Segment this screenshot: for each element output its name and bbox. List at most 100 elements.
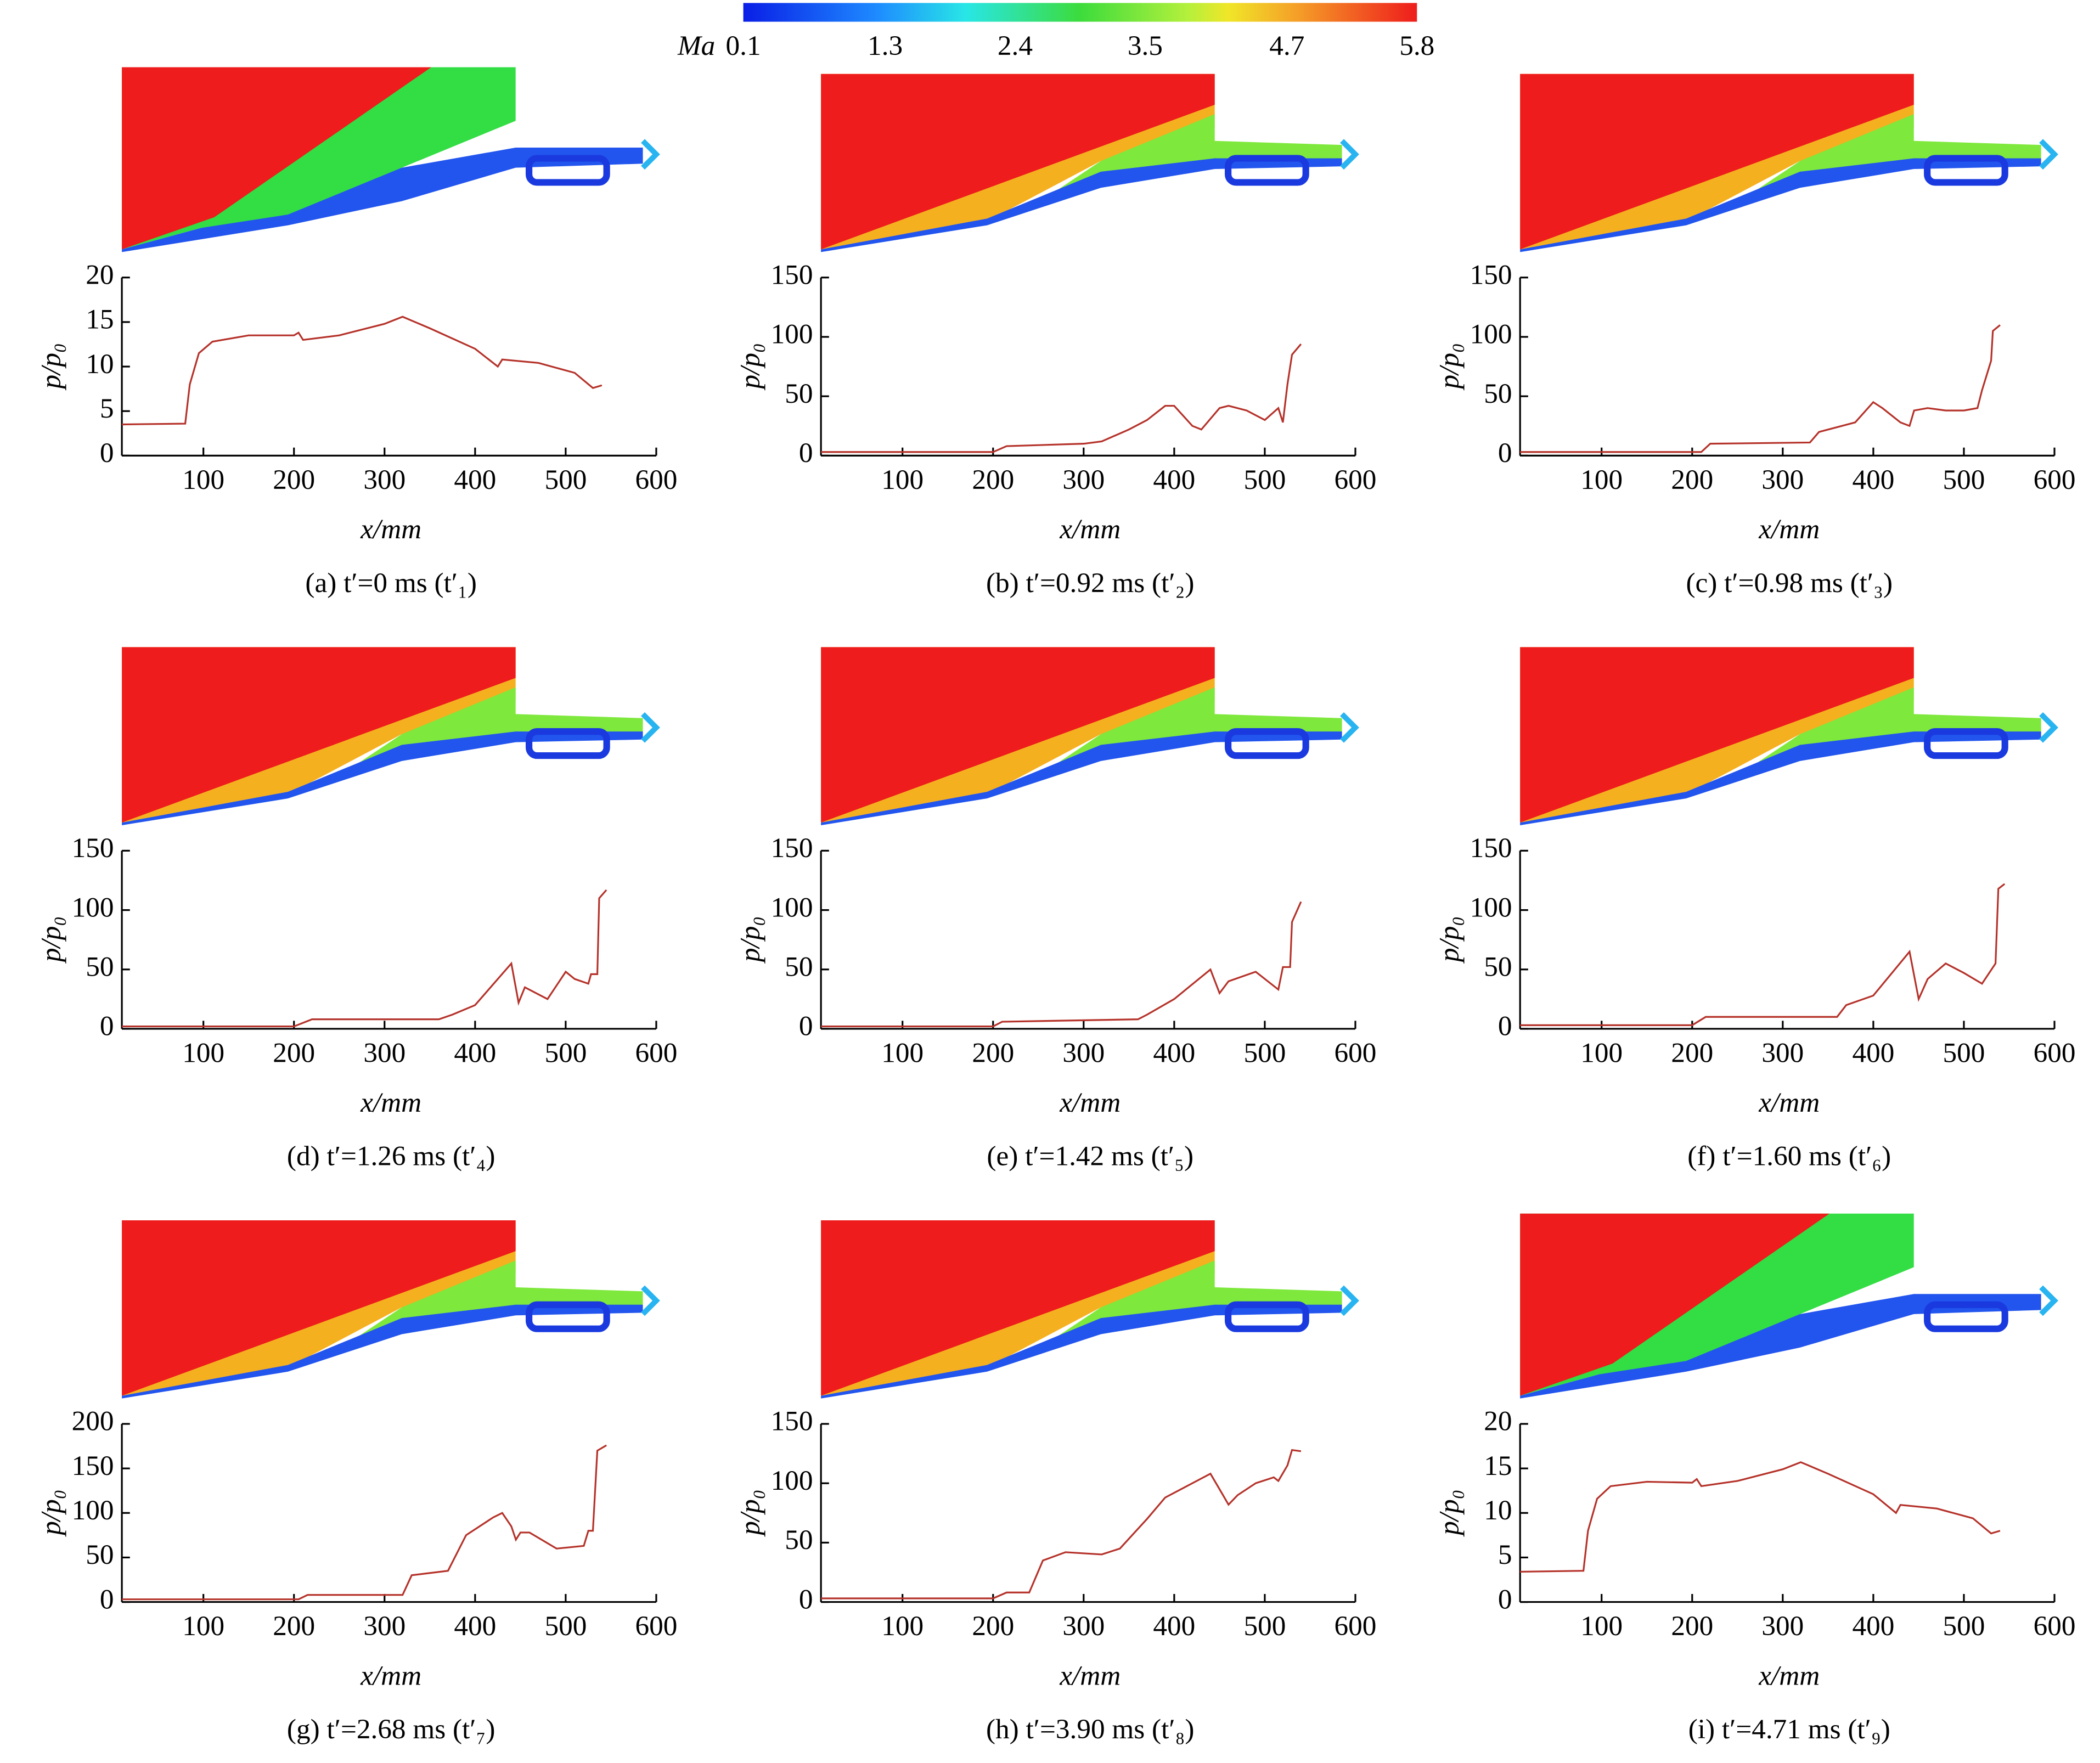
x-tick-label: 100 xyxy=(1580,1038,1623,1069)
y-tick-label: 0 xyxy=(100,437,114,469)
nozzle xyxy=(641,139,660,170)
x-tick-label: 400 xyxy=(454,1038,496,1069)
y-tick-label: 0 xyxy=(1498,437,1512,469)
nozzle xyxy=(1340,139,1359,170)
colorbar-tick-label: 2.4 xyxy=(998,30,1033,61)
y-tick-label: 20 xyxy=(1484,1406,1512,1437)
y-tick-label: 150 xyxy=(1470,832,1512,864)
x-axis-label: x/mm xyxy=(1758,1660,1820,1691)
x-axis-label: x/mm xyxy=(1059,1660,1121,1691)
x-tick-label: 600 xyxy=(2034,1038,2076,1069)
x-tick-label: 400 xyxy=(1153,464,1195,495)
x-tick-label: 600 xyxy=(2034,464,2076,495)
x-axis-label: x/mm xyxy=(1758,514,1820,545)
y-tick-label: 0 xyxy=(1498,1011,1512,1042)
x-tick-label: 600 xyxy=(1335,464,1377,495)
caption: (b) t′=0.92 ms (t′₂) xyxy=(986,567,1195,599)
y-tick-label: 100 xyxy=(771,892,813,923)
contour-boundary xyxy=(821,1304,1342,1399)
y-tick-label: 0 xyxy=(799,1584,813,1615)
x-tick-label: 100 xyxy=(881,1038,924,1069)
x-tick-label: 200 xyxy=(1671,1610,1713,1642)
contour-freestream xyxy=(1520,1213,1829,1396)
y-axis-label: p/p₀ xyxy=(35,916,66,964)
x-tick-label: 100 xyxy=(182,1610,224,1642)
y-tick-label: 50 xyxy=(785,951,813,983)
nozzle xyxy=(641,1285,660,1316)
y-axis-label: p/p₀ xyxy=(1433,343,1465,390)
y-tick-label: 100 xyxy=(1470,892,1512,923)
cowl-cavity xyxy=(1225,728,1309,759)
y-tick-label: 50 xyxy=(86,951,114,983)
pressure-line xyxy=(122,1444,607,1601)
caption: (i) t′=4.71 ms (t′₉) xyxy=(1688,1714,1890,1745)
pressure-line xyxy=(1520,324,2001,453)
y-tick-label: 5 xyxy=(1498,1539,1512,1570)
y-tick-label: 5 xyxy=(100,393,114,424)
nozzle xyxy=(2039,139,2058,170)
x-tick-label: 500 xyxy=(1943,464,1985,495)
colorbar-tick-label: 4.7 xyxy=(1269,30,1304,61)
nozzle xyxy=(2039,712,2058,743)
caption: (f) t′=1.60 ms (t′₆) xyxy=(1687,1140,1891,1171)
y-tick-label: 150 xyxy=(1470,260,1512,291)
contour-freestream xyxy=(821,74,1215,250)
pressure-line xyxy=(122,316,603,426)
x-axis-label: x/mm xyxy=(1059,514,1121,545)
x-tick-label: 400 xyxy=(1153,1610,1195,1642)
colorbar-tick-label: 1.3 xyxy=(868,30,903,61)
contour-freestream xyxy=(122,647,516,823)
cowl-cavity xyxy=(1924,1301,2008,1332)
y-tick-label: 100 xyxy=(1470,319,1512,350)
y-tick-label: 100 xyxy=(771,1465,813,1496)
x-tick-label: 500 xyxy=(1243,1038,1286,1069)
x-tick-label: 400 xyxy=(454,1610,496,1642)
y-tick-label: 100 xyxy=(72,892,114,923)
y-tick-label: 150 xyxy=(771,1406,813,1437)
y-tick-label: 20 xyxy=(86,260,114,291)
x-tick-label: 300 xyxy=(1062,464,1105,495)
x-tick-label: 200 xyxy=(273,464,315,495)
x-tick-label: 400 xyxy=(1852,1038,1894,1069)
y-axis-label: p/p₀ xyxy=(1433,916,1465,964)
colorbar xyxy=(743,3,1417,22)
cowl-cavity xyxy=(525,1301,610,1332)
x-tick-label: 200 xyxy=(1671,464,1713,495)
x-tick-label: 300 xyxy=(363,1038,406,1069)
y-axis-label: p/p₀ xyxy=(734,1489,765,1536)
contour-boundary xyxy=(122,148,643,252)
contour-boundary xyxy=(1520,1294,2041,1399)
caption: (g) t′=2.68 ms (t′₇) xyxy=(287,1714,495,1745)
x-tick-label: 300 xyxy=(363,1610,406,1642)
nozzle xyxy=(641,712,660,743)
contour-boundary xyxy=(122,1304,643,1399)
x-tick-label: 300 xyxy=(1761,1038,1804,1069)
x-tick-label: 100 xyxy=(1580,1610,1623,1642)
contour-freestream xyxy=(122,1220,516,1396)
x-tick-label: 200 xyxy=(972,464,1014,495)
x-tick-label: 400 xyxy=(1852,464,1894,495)
y-tick-label: 15 xyxy=(86,304,114,335)
y-tick-label: 50 xyxy=(785,1524,813,1556)
x-tick-label: 500 xyxy=(544,1038,587,1069)
x-tick-label: 500 xyxy=(1243,464,1286,495)
y-axis-label: p/p₀ xyxy=(734,343,765,390)
contour-freestream xyxy=(122,67,431,250)
cowl-cavity xyxy=(525,155,610,186)
x-tick-label: 200 xyxy=(1671,1038,1713,1069)
y-tick-label: 150 xyxy=(72,832,114,864)
y-tick-label: 0 xyxy=(799,1011,813,1042)
y-tick-label: 150 xyxy=(771,832,813,864)
pressure-line xyxy=(1520,883,2006,1026)
x-tick-label: 600 xyxy=(635,1610,677,1642)
y-tick-label: 15 xyxy=(1484,1450,1512,1482)
x-axis-label: x/mm xyxy=(360,1087,421,1118)
x-tick-label: 400 xyxy=(454,464,496,495)
x-axis-label: x/mm xyxy=(360,514,421,545)
contour-freestream xyxy=(1520,74,1914,250)
y-axis-label: p/p₀ xyxy=(35,343,66,390)
x-tick-label: 100 xyxy=(1580,464,1623,495)
x-tick-label: 400 xyxy=(1153,1038,1195,1069)
nozzle xyxy=(2039,1285,2058,1316)
caption: (c) t′=0.98 ms (t′₃) xyxy=(1686,567,1893,599)
